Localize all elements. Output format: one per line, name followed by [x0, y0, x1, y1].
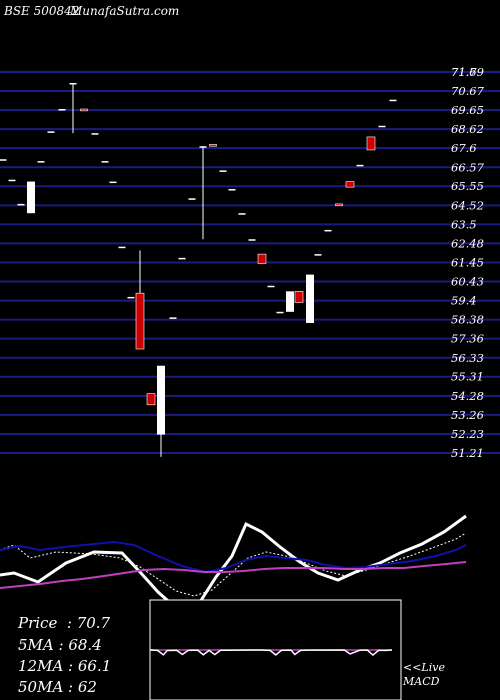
price-stat-value: 70.7 [76, 614, 111, 632]
price-tick-label: 55.31 [451, 370, 484, 384]
candle [324, 229, 332, 232]
candle [389, 99, 397, 102]
candle [91, 133, 99, 135]
price-tick-label: 68.62 [451, 122, 484, 136]
candle [157, 365, 165, 457]
candle [80, 108, 88, 112]
candle [135, 250, 145, 350]
price-tick-label: 70.67 [451, 84, 485, 98]
macd-panel [149, 599, 402, 700]
exchange-code: BSE 500842 [4, 4, 80, 18]
ma50-stat: 50MA : 62 [18, 678, 97, 696]
candle [257, 253, 267, 264]
candle [335, 203, 343, 207]
price-tick-label: 54.28 [451, 389, 484, 403]
price-tick-label: 62.48 [451, 236, 484, 250]
ma12-stat-label: 12MA [18, 657, 64, 675]
candle [199, 146, 207, 240]
candle [0, 159, 7, 161]
candle [238, 213, 246, 215]
price-tick-label: 60.43 [451, 274, 484, 288]
ma12-stat: 12MA : 66.1 [18, 657, 112, 675]
price-tick-label: 52.23 [451, 427, 484, 441]
price-tick-label: 56.33 [451, 351, 484, 365]
price-tick-label: 69.65 [451, 103, 484, 117]
line-ma12 [0, 540, 467, 574]
price-tick-label: 66.57 [451, 160, 485, 174]
ma50-stat-value: 62 [77, 678, 97, 696]
candle [356, 164, 364, 167]
line-ma50 [0, 561, 467, 589]
price-tick-label: 67.6 [451, 141, 477, 155]
candle [366, 136, 376, 151]
candle [276, 311, 284, 314]
price-grid [0, 70, 500, 454]
macd-macd-line [149, 649, 393, 657]
candle [188, 198, 196, 200]
candle [27, 181, 35, 214]
price-tick-label: 58.38 [451, 313, 484, 327]
price-tick-label: 61.45 [451, 256, 484, 270]
ma50-stat-label: 50MA [18, 678, 64, 696]
price-tick-label: 59.4 [451, 294, 477, 308]
candlesticks [0, 82, 397, 457]
price-tick-label: 64.52 [451, 198, 484, 212]
candle [378, 125, 386, 128]
candle [314, 254, 322, 256]
candle [101, 161, 109, 163]
candle [37, 161, 45, 163]
ma5-stat-label: 5MA [18, 636, 54, 654]
candle [69, 82, 77, 134]
price-tick-label: 71.69 [451, 65, 484, 79]
macd-live-label: <<Live [403, 661, 445, 674]
price-tick-label: 57.36 [451, 332, 484, 346]
line-price [0, 514, 467, 610]
candle [345, 181, 355, 188]
candle [228, 189, 236, 191]
ma5-stat-value: 68.4 [68, 636, 102, 654]
moving-average-panel [0, 514, 467, 610]
candle [58, 109, 66, 111]
candle [47, 131, 55, 133]
candle [219, 170, 227, 172]
candle [306, 274, 314, 323]
candle [178, 257, 186, 260]
candle [209, 144, 217, 147]
candle [286, 291, 294, 312]
macd-name-label: MACD [403, 675, 440, 688]
price-tick-label: 65.55 [451, 179, 484, 193]
ma12-stat-value: 66.1 [77, 657, 112, 675]
candle [17, 203, 25, 206]
line-ma5 [0, 532, 467, 597]
candle [267, 285, 275, 288]
site-name: MunafaSutra.com [70, 4, 180, 18]
price-tick-label: 63.5 [451, 217, 477, 231]
candle [8, 179, 16, 182]
price-tick-label: 51.21 [451, 446, 484, 460]
candle [118, 246, 126, 249]
candle [109, 181, 117, 184]
candle [169, 317, 177, 319]
ma5-stat: 5MA : 68.4 [18, 636, 102, 654]
price-stat: Price : 70.7 [18, 614, 111, 632]
price-stat-label: Price [18, 614, 58, 632]
candle [248, 239, 256, 241]
candle [127, 296, 135, 299]
price-tick-label: 53.26 [451, 408, 484, 422]
price-tick-label: 71.7 [451, 65, 477, 79]
candle [294, 291, 304, 303]
candle [146, 393, 156, 406]
